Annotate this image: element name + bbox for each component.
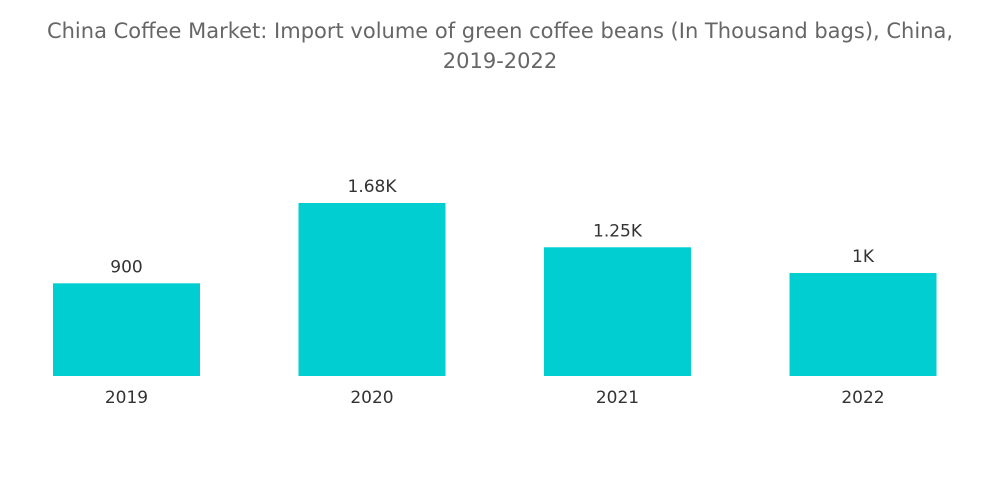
- value-label-2019: 900: [110, 257, 142, 277]
- value-label-2022: 1K: [852, 247, 875, 267]
- chart-title-line-2: 2019-2022: [442, 49, 558, 73]
- bar-2019: [53, 283, 200, 376]
- bar-2022: [789, 273, 937, 376]
- bar-2021: [544, 247, 691, 376]
- x-tick-label-2019: 2019: [105, 388, 148, 408]
- bar-2020: [298, 203, 446, 376]
- chart-title-line-1: China Coffee Market: Import volume of gr…: [46, 19, 954, 43]
- x-tick-label-2020: 2020: [350, 388, 393, 408]
- x-tick-label-2021: 2021: [596, 388, 639, 408]
- chart-title: China Coffee Market: Import volume of gr…: [0, 16, 1000, 76]
- x-tick-label-2022: 2022: [841, 388, 884, 408]
- value-label-2021: 1.25K: [593, 221, 643, 241]
- value-label-2020: 1.68K: [348, 177, 398, 197]
